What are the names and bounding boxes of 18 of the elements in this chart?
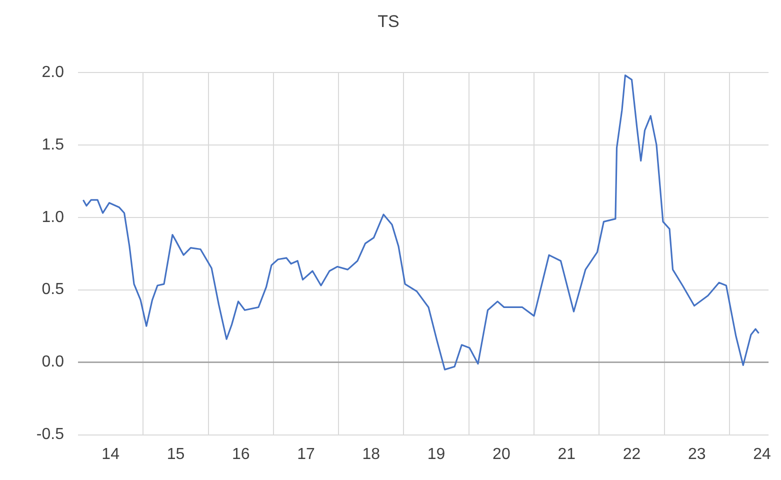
x-tick-label: 16 bbox=[232, 446, 250, 463]
x-tick-label: 22 bbox=[622, 446, 641, 463]
x-tick-label: 20 bbox=[492, 446, 510, 463]
x-tick-label: 18 bbox=[362, 446, 380, 463]
y-tick-label: 0.5 bbox=[42, 281, 64, 298]
x-tick-label: 14 bbox=[102, 446, 120, 463]
x-tick-label: 15 bbox=[166, 446, 185, 463]
x-tick-label: 19 bbox=[427, 446, 446, 463]
x-tick-label: 24 bbox=[753, 446, 772, 463]
y-tick-label: -0.5 bbox=[36, 426, 64, 444]
y-tick-label: 1.5 bbox=[42, 136, 64, 154]
x-tick-label: 23 bbox=[688, 446, 706, 463]
x-tick-label: 21 bbox=[558, 446, 576, 463]
y-tick-label: 0.0 bbox=[42, 354, 64, 371]
y-tick-label: 2.0 bbox=[42, 64, 64, 81]
y-tick-label: 1.0 bbox=[42, 208, 64, 226]
chart-title: TS bbox=[378, 12, 400, 31]
x-tick-label: 17 bbox=[297, 446, 316, 463]
